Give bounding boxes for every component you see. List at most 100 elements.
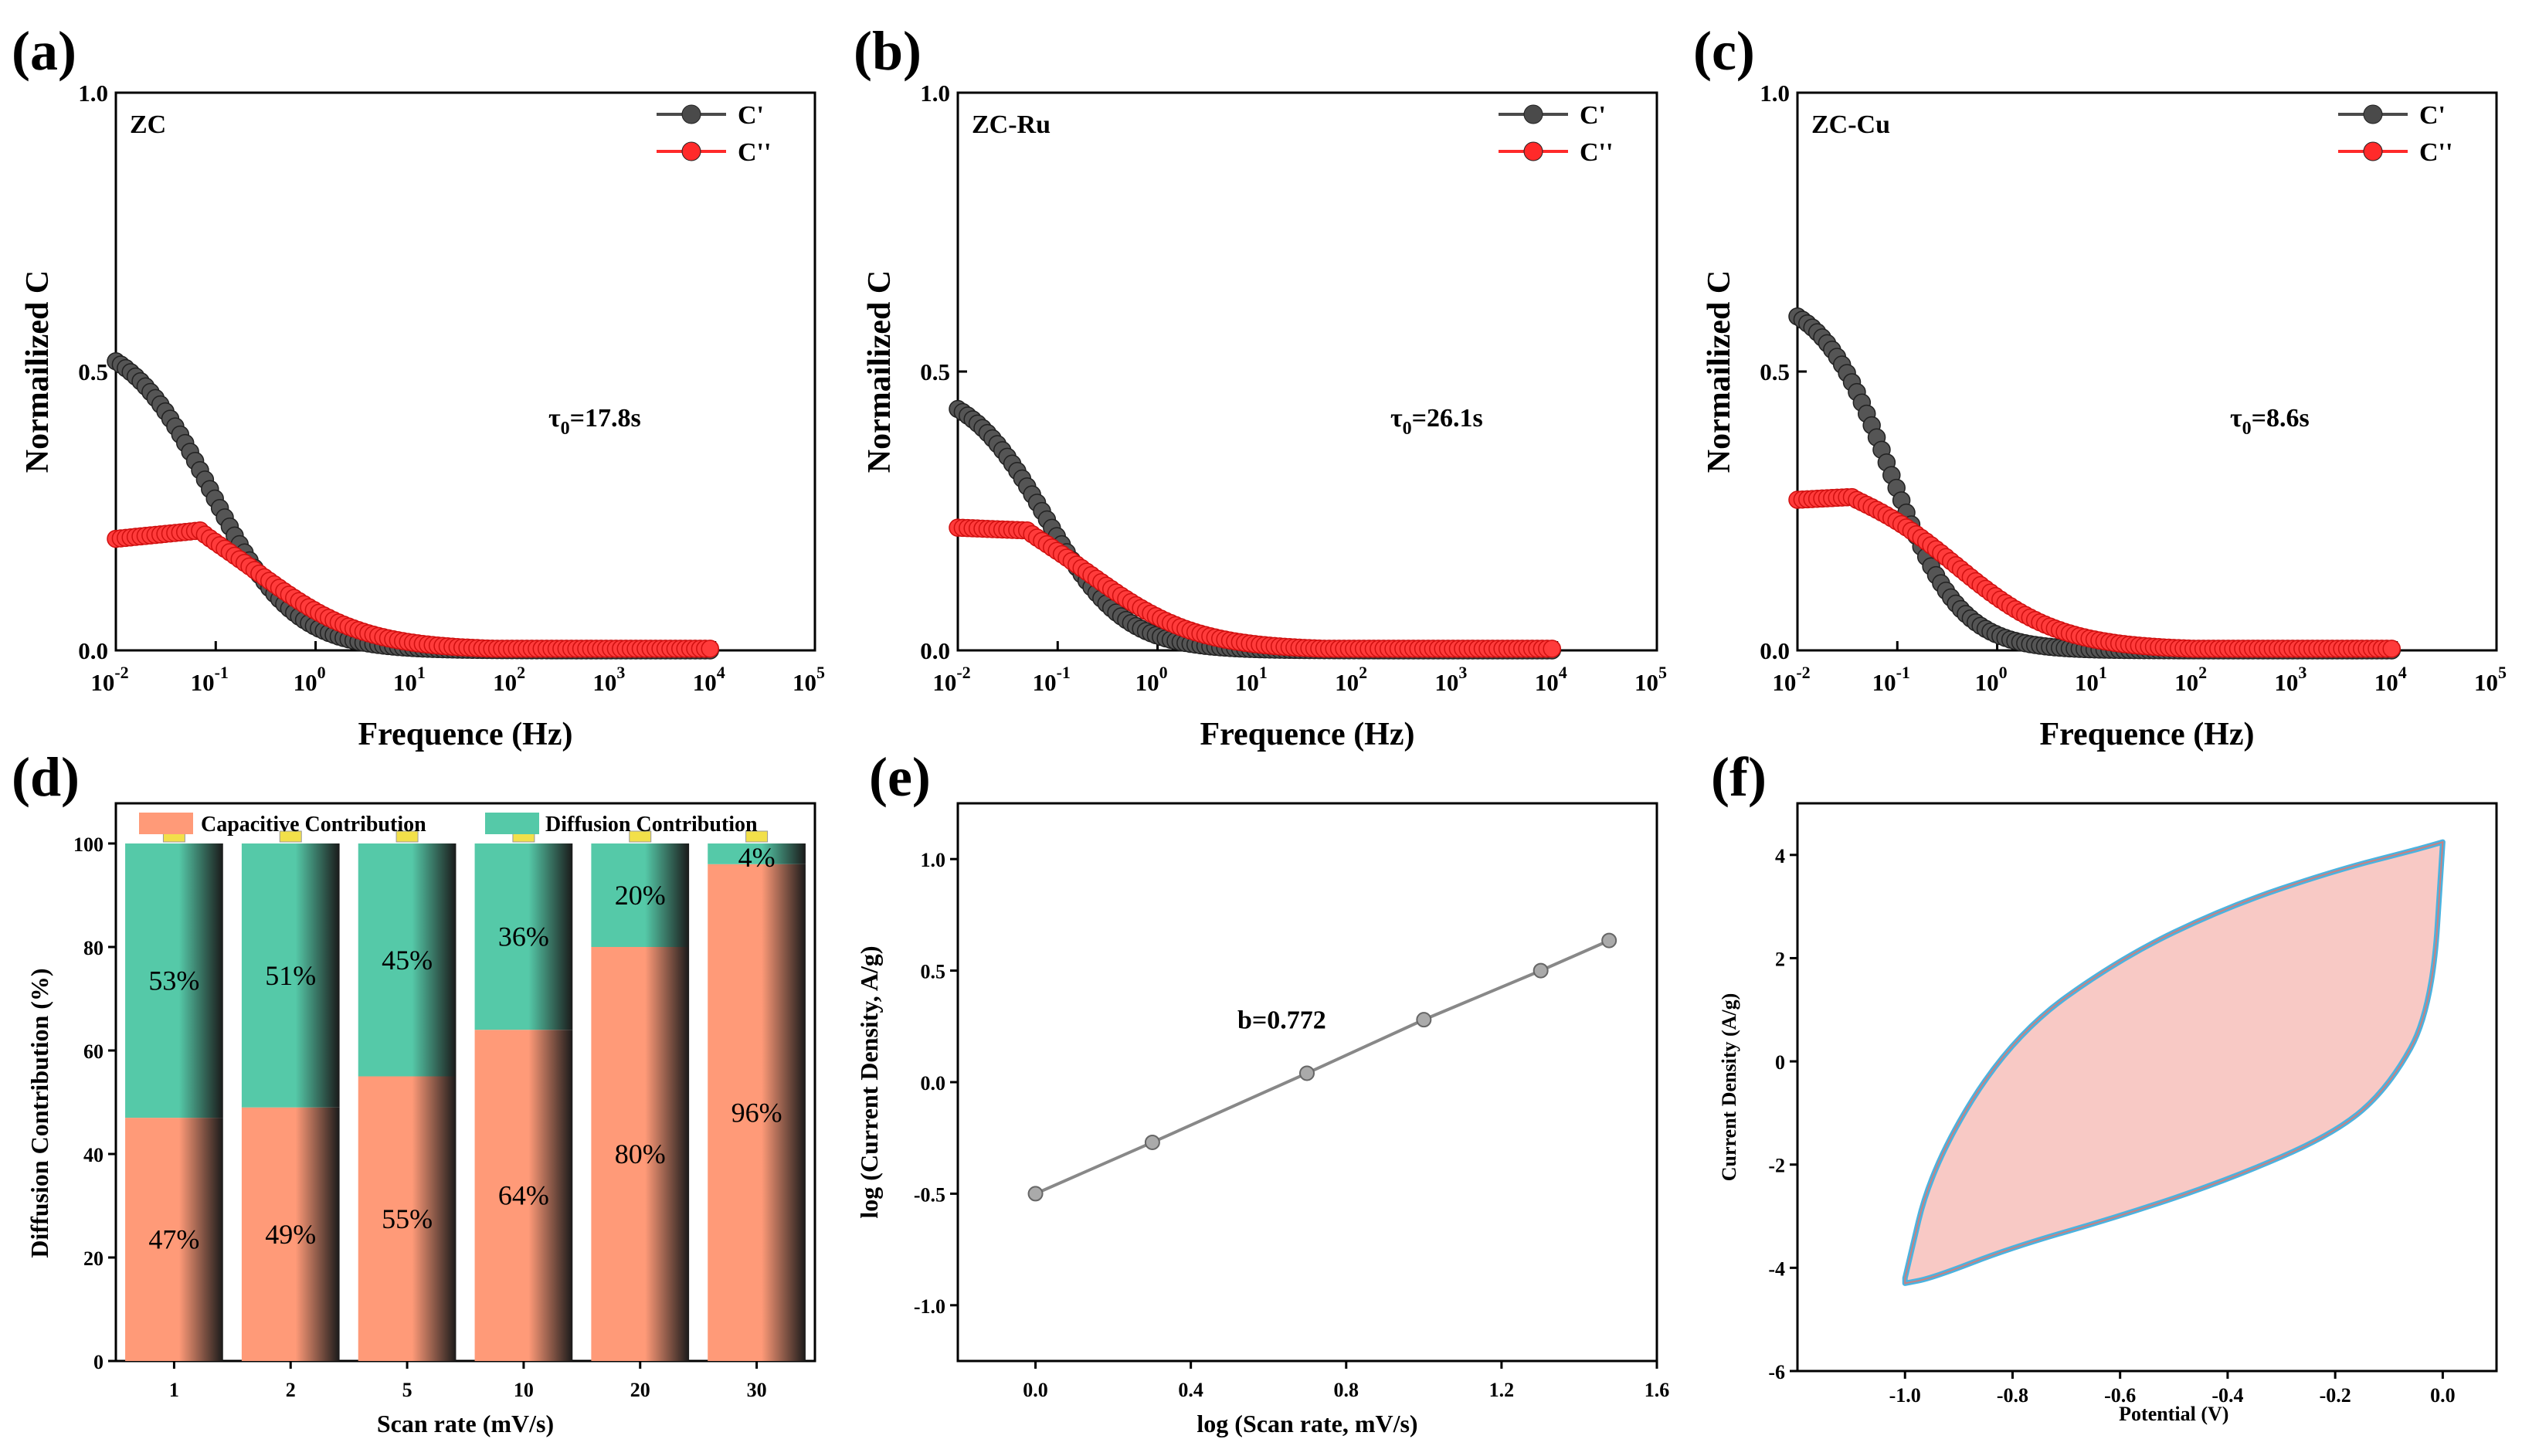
panel-label: (a)	[12, 20, 76, 82]
x-tick-label: 5	[402, 1379, 412, 1401]
x-tick-label: 30	[747, 1379, 767, 1401]
bar-cap	[279, 830, 302, 843]
x-tick-base: 10	[2174, 669, 2198, 696]
x-tick-base: 10	[1975, 669, 1999, 696]
capacitive-label: 64%	[498, 1180, 549, 1211]
x-tick-label: 104	[693, 663, 725, 696]
x-tick-label: 103	[1434, 663, 1467, 696]
x-tick-label: 103	[592, 663, 625, 696]
x-tick-base: 10	[592, 669, 616, 696]
legend-marker	[681, 141, 701, 161]
x-tick-base: 10	[932, 669, 956, 696]
x-tick-label: -0.6	[2104, 1384, 2136, 1407]
x-tick-label: 101	[393, 663, 426, 696]
data-point	[1533, 962, 1549, 979]
x-tick-label: 2	[286, 1379, 296, 1401]
x-tick-label: -1.0	[1889, 1384, 1921, 1407]
y-axis-label: Normailized C	[1702, 270, 1737, 473]
plot-frame	[114, 91, 816, 652]
x-tick-label: 10-1	[1033, 663, 1071, 696]
x-tick-exp: -1	[215, 663, 229, 682]
y-tick-label: 0.5	[921, 961, 946, 983]
x-tick-label: 105	[1634, 663, 1667, 696]
x-tick-label: 101	[2075, 663, 2107, 696]
y-tick-label: 4	[1775, 845, 1785, 867]
plot-frame	[114, 802, 816, 1363]
legend-label: C'	[2419, 101, 2446, 130]
y-tick-label: -1.0	[914, 1295, 945, 1318]
fit-line	[1034, 938, 1610, 1196]
x-tick-base: 10	[2474, 669, 2498, 696]
y-tick-label: 80	[83, 937, 104, 959]
data-point	[1144, 1134, 1160, 1150]
x-tick-base: 10	[1033, 669, 1057, 696]
panel-c: 10-2 10-1 100 101 102 103 104 1050.00.51.0Frequ…	[1693, 20, 2507, 752]
x-tick-exp: 3	[2298, 663, 2306, 682]
x-tick-base: 10	[2374, 669, 2398, 696]
x-tick-label: 10-1	[191, 663, 229, 696]
panel-a: 10-2 10-1 100 101 102 103 104 1050.00.51.0Frequ…	[12, 20, 825, 752]
x-tick-label: 105	[2474, 663, 2507, 696]
capacitive-label: 49%	[265, 1219, 316, 1250]
x-tick-base: 10	[1335, 669, 1359, 696]
x-tick-exp: 5	[1658, 663, 1667, 682]
y-tick-label: 0.5	[1760, 358, 1790, 385]
plot-frame	[956, 91, 1658, 652]
capacitive-bar	[125, 1118, 223, 1361]
tau-symbol: τ	[1390, 404, 1403, 433]
legend-marker	[1523, 141, 1543, 161]
x-tick-exp: 4	[717, 663, 725, 682]
capacitive-label: 55%	[382, 1203, 433, 1234]
y-tick-label: 0.0	[921, 1072, 946, 1095]
cv-loop	[1902, 839, 2446, 1286]
y-tick-label: 20	[83, 1247, 104, 1270]
x-tick-exp: 2	[517, 663, 525, 682]
x-tick-exp: 3	[616, 663, 625, 682]
x-tick-label: 10-2	[1772, 663, 1810, 696]
tau-annotation: τ0=17.8s	[548, 404, 641, 439]
x-tick-base: 10	[1535, 669, 1559, 696]
c-double-prime-point	[2382, 640, 2401, 658]
x-tick-base: 10	[191, 669, 215, 696]
x-axis-label: Frequence (Hz)	[2040, 717, 2255, 752]
y-tick-label: -2	[1768, 1155, 1785, 1177]
legend-label: C''	[2419, 138, 2452, 167]
x-tick-label: 0.0	[1023, 1379, 1048, 1401]
x-tick-label: 10-2	[90, 663, 128, 696]
y-axis-label: Diffusion Contribution (%)	[25, 968, 53, 1257]
y-tick-label: 1.0	[1760, 80, 1790, 107]
capacitive-bar	[241, 1107, 340, 1361]
x-tick-label: 0.8	[1334, 1379, 1359, 1401]
x-tick-label: 102	[493, 663, 525, 696]
tau-sub: 0	[561, 419, 570, 439]
y-axis-label: Normailized C	[862, 270, 898, 473]
x-tick-label: -0.2	[2320, 1384, 2351, 1407]
legend-label: C''	[738, 138, 771, 167]
x-tick-base: 10	[2075, 669, 2099, 696]
x-tick-label: 10	[514, 1379, 534, 1401]
legend-marker	[681, 104, 701, 124]
x-tick-label: 102	[2174, 663, 2207, 696]
x-tick-label: 1.6	[1645, 1379, 1670, 1401]
y-tick-label: 2	[1775, 948, 1785, 970]
x-axis-label: Frequence (Hz)	[1200, 717, 1415, 752]
x-tick-exp: 1	[417, 663, 426, 682]
x-tick-exp: -1	[1896, 663, 1910, 682]
diffusion-bar	[708, 843, 806, 864]
legend-swatch-diffusion	[485, 813, 539, 834]
x-axis-label: Scan rate (mV/s)	[377, 1410, 554, 1437]
x-tick-base: 10	[1872, 669, 1896, 696]
legend-marker	[2363, 104, 2383, 124]
data-point	[1298, 1065, 1315, 1081]
x-tick-exp: -2	[1796, 663, 1810, 682]
panel-label: (c)	[1693, 20, 1755, 82]
diffusion-label: 45%	[382, 945, 433, 976]
diffusion-bar	[358, 843, 457, 1077]
x-tick-exp: 1	[1259, 663, 1268, 682]
y-tick-label: 0.0	[920, 637, 950, 664]
tau-value: =8.6s	[2252, 404, 2310, 433]
y-tick-label: 0.0	[1760, 637, 1790, 664]
tau-annotation: τ0=8.6s	[2230, 404, 2310, 439]
panel-label: (f)	[1711, 746, 1767, 808]
